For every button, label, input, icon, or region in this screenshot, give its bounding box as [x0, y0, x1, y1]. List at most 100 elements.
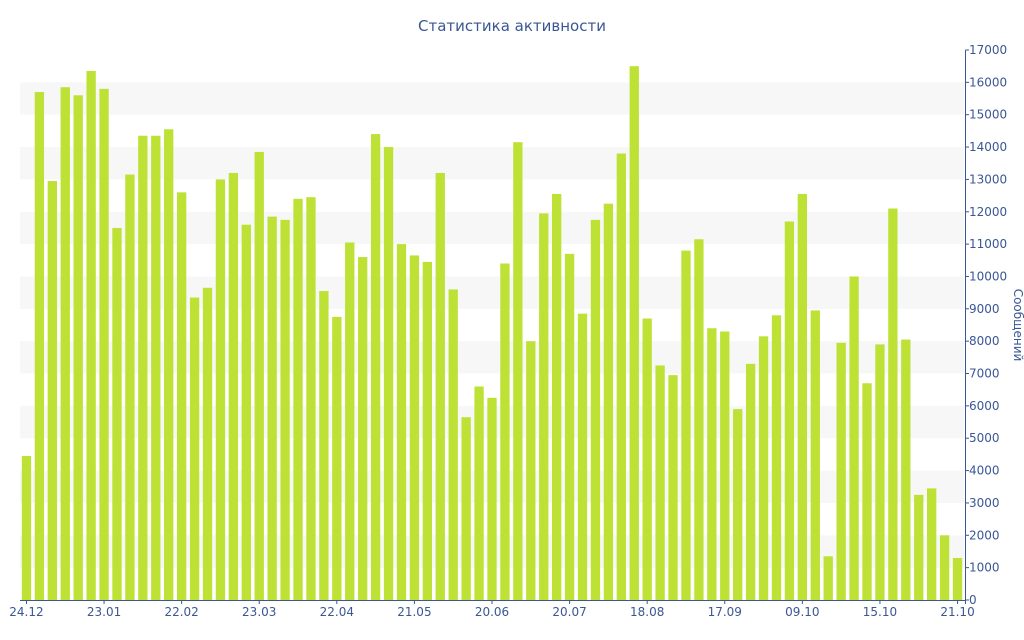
bar[interactable] — [21, 456, 32, 600]
y-tick-label: 15000 — [969, 108, 1007, 122]
x-tick-label: 15.10 — [863, 605, 897, 619]
x-tick-label: 20.07 — [552, 605, 586, 619]
bar[interactable] — [228, 172, 239, 601]
bar[interactable] — [733, 409, 743, 600]
bar[interactable] — [73, 95, 83, 600]
bar[interactable] — [99, 88, 109, 600]
bar[interactable] — [914, 494, 924, 600]
y-axis-ticks: 0 1000 2000 3000 4000 5000 6000 7000 8000 9000 100… — [965, 43, 1007, 607]
bar[interactable] — [448, 289, 458, 600]
bar[interactable] — [577, 313, 588, 600]
x-tick-label: 22.04 — [320, 605, 354, 619]
bar[interactable] — [267, 216, 277, 600]
bar[interactable] — [927, 488, 937, 600]
bar[interactable] — [771, 315, 782, 600]
bar[interactable] — [487, 397, 497, 600]
bar[interactable] — [952, 557, 963, 600]
bar[interactable] — [784, 221, 795, 600]
bar[interactable] — [655, 365, 665, 600]
bar[interactable] — [539, 213, 549, 600]
bar[interactable] — [202, 287, 213, 600]
bar[interactable] — [345, 242, 355, 601]
bar[interactable] — [642, 318, 652, 600]
bar[interactable] — [745, 363, 756, 600]
bar[interactable] — [875, 344, 885, 600]
grid-band — [20, 276, 964, 309]
y-tick-label: 17000 — [969, 43, 1007, 57]
bar[interactable] — [125, 174, 135, 600]
x-tick-label: 21.10 — [940, 605, 974, 619]
bar[interactable] — [306, 197, 316, 601]
bar[interactable] — [862, 383, 872, 600]
bar[interactable] — [461, 417, 471, 600]
y-tick-label: 9000 — [969, 302, 1000, 316]
bar[interactable] — [603, 203, 614, 601]
y-tick-label: 10000 — [969, 269, 1007, 283]
bar[interactable] — [422, 261, 432, 600]
bar[interactable] — [241, 224, 251, 601]
bar[interactable] — [694, 239, 704, 600]
bar[interactable] — [681, 250, 691, 600]
bar[interactable] — [707, 328, 717, 600]
y-tick-label: 3000 — [969, 496, 1000, 510]
y-tick-label: 16000 — [969, 75, 1007, 89]
x-axis-ticks: 24.12 23.01 22.02 23.03 22.04 21.05 20.06 20.07… — [9, 600, 975, 619]
bar[interactable] — [435, 172, 445, 601]
bar[interactable] — [836, 342, 846, 600]
bar[interactable] — [189, 297, 200, 601]
bar[interactable] — [939, 535, 950, 600]
bar[interactable] — [409, 255, 420, 601]
y-tick-label: 6000 — [969, 399, 1000, 413]
bar[interactable] — [358, 257, 368, 600]
bar[interactable] — [138, 135, 148, 600]
bar[interactable] — [552, 193, 562, 600]
x-tick-label: 21.05 — [397, 605, 431, 619]
x-tick-label: 20.06 — [475, 605, 509, 619]
grid-band — [20, 341, 964, 374]
bar[interactable] — [34, 92, 45, 600]
bar[interactable] — [112, 227, 122, 601]
bar[interactable] — [60, 87, 70, 601]
bar[interactable] — [319, 291, 329, 600]
x-tick-label: 23.01 — [87, 605, 121, 619]
bar[interactable] — [888, 208, 898, 600]
chart-title: Статистика активности — [418, 17, 606, 35]
bar[interactable] — [616, 153, 626, 600]
bar[interactable] — [668, 375, 678, 600]
y-axis-label: Сообщений — [1011, 289, 1024, 362]
bar[interactable] — [293, 198, 303, 600]
bar[interactable] — [215, 179, 226, 601]
bar[interactable] — [797, 193, 808, 600]
x-tick-label: 23.03 — [242, 605, 276, 619]
bar[interactable] — [280, 219, 290, 600]
bar[interactable] — [176, 192, 187, 600]
bar[interactable] — [151, 135, 161, 600]
bar[interactable] — [629, 66, 639, 601]
bar[interactable] — [810, 310, 820, 600]
bar[interactable] — [396, 244, 407, 600]
bar[interactable] — [758, 336, 769, 600]
bar[interactable] — [823, 556, 833, 600]
bar[interactable] — [370, 134, 381, 600]
bar[interactable] — [564, 253, 575, 600]
bar[interactable] — [901, 339, 911, 600]
bar[interactable] — [332, 316, 342, 600]
bar[interactable] — [254, 151, 264, 601]
bar[interactable] — [500, 263, 510, 600]
bar[interactable] — [383, 147, 394, 600]
bar[interactable] — [164, 129, 174, 600]
x-tick-label: 09.10 — [785, 605, 819, 619]
bar[interactable] — [513, 142, 523, 601]
bar[interactable] — [720, 331, 730, 600]
bar[interactable] — [849, 276, 859, 600]
y-tick-label: 0 — [969, 593, 977, 607]
y-tick-label: 2000 — [969, 528, 1000, 542]
bar[interactable] — [526, 341, 536, 600]
bar[interactable] — [474, 386, 484, 600]
y-tick-label: 8000 — [969, 334, 1000, 348]
bar[interactable] — [86, 71, 96, 600]
bar[interactable] — [590, 219, 601, 600]
bar[interactable] — [47, 181, 57, 600]
y-tick-label: 12000 — [969, 205, 1007, 219]
y-tick-label: 5000 — [969, 431, 1000, 445]
